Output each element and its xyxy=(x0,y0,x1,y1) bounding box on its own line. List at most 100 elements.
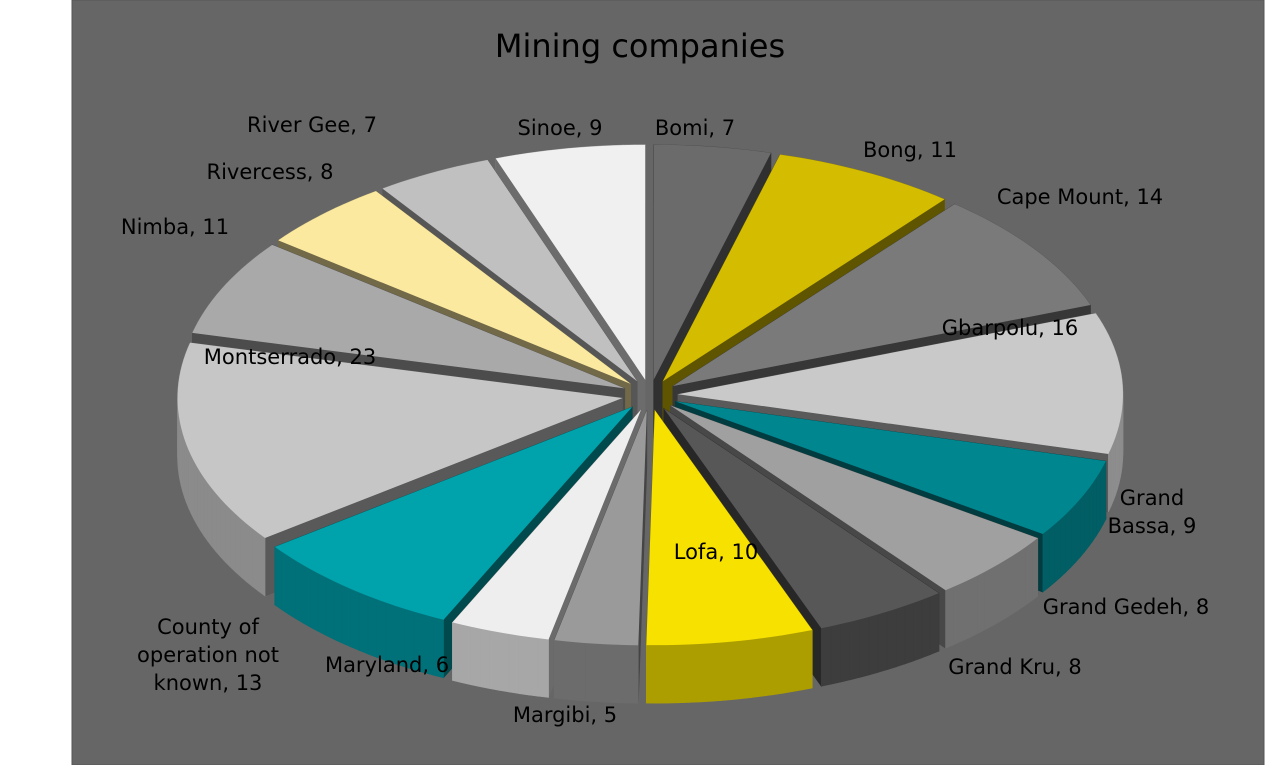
slice-side xyxy=(895,605,906,668)
slice-side xyxy=(252,528,260,592)
data-label: Rivercess, 8 xyxy=(206,160,334,184)
slice-side xyxy=(1075,498,1081,564)
data-label: Grand Kru, 8 xyxy=(948,655,1082,679)
slice-side xyxy=(730,640,742,701)
slice-side xyxy=(677,644,689,704)
slice-side xyxy=(452,622,462,684)
data-label: Margibi, 5 xyxy=(512,703,618,727)
data-label: Montserrado, 23 xyxy=(203,345,377,369)
slice xyxy=(662,154,945,382)
slice-side xyxy=(913,599,923,662)
slice-side xyxy=(193,460,198,527)
data-label: Nimba, 11 xyxy=(120,215,230,239)
slice-side xyxy=(945,586,954,649)
slice-side xyxy=(317,572,327,636)
slice-side xyxy=(998,559,1007,623)
data-label: Lofa, 10 xyxy=(673,540,759,564)
slice-side xyxy=(518,635,530,696)
slice-side xyxy=(207,482,213,548)
slice-side xyxy=(295,559,304,624)
slice xyxy=(553,410,648,704)
slice-side xyxy=(953,582,962,646)
slice-side xyxy=(309,568,319,632)
slice-side xyxy=(1096,471,1101,537)
slice-side xyxy=(886,608,897,671)
slice-side xyxy=(984,567,993,631)
slice-side xyxy=(358,592,369,655)
data-label: Grand Bassa, 9 xyxy=(1107,486,1197,538)
slice-side xyxy=(976,571,985,635)
slice xyxy=(452,409,642,640)
slice xyxy=(646,409,813,704)
slice-side xyxy=(489,630,500,691)
slice-side xyxy=(1059,513,1066,579)
slice-side xyxy=(930,592,940,655)
slice-side xyxy=(627,644,639,704)
slice-side xyxy=(225,503,231,568)
data-label: Gbarpolu, 16 xyxy=(941,316,1079,340)
slice-side xyxy=(274,546,282,611)
slice-side xyxy=(595,643,607,703)
slice xyxy=(672,204,1091,387)
slice-side xyxy=(1108,448,1112,513)
slice xyxy=(274,406,633,620)
slice-side xyxy=(470,626,481,688)
slice-side xyxy=(528,636,539,697)
slice-side xyxy=(616,644,629,704)
slice-side xyxy=(830,623,841,685)
slice-side xyxy=(461,624,472,686)
slice-side xyxy=(781,633,793,694)
data-label: County of operation not known, 13 xyxy=(137,615,279,695)
slice-side xyxy=(553,639,565,700)
slice-side xyxy=(196,465,201,532)
slice-side xyxy=(258,532,266,597)
slice-side xyxy=(235,513,242,578)
slice xyxy=(677,313,1123,455)
slice-side xyxy=(656,644,668,704)
slice-side xyxy=(606,644,618,704)
slice-side xyxy=(921,596,931,659)
slice-side xyxy=(751,637,763,698)
slice-side xyxy=(991,563,1000,627)
slice-side xyxy=(688,643,700,703)
slice-side xyxy=(281,550,289,615)
slice-side xyxy=(1065,508,1072,574)
slice-side xyxy=(215,492,221,558)
slice xyxy=(670,405,1038,591)
slice-side xyxy=(184,439,187,503)
slice-side xyxy=(499,632,510,693)
slice-side xyxy=(1054,518,1061,584)
slice-side xyxy=(367,595,378,658)
slice-side xyxy=(849,619,860,681)
slice-side xyxy=(200,471,205,537)
data-label: Bong, 11 xyxy=(863,138,957,162)
slice-side xyxy=(719,641,731,701)
slice xyxy=(495,144,646,380)
slice-side xyxy=(1042,528,1050,593)
slice-side xyxy=(220,498,226,563)
slice-side xyxy=(1070,503,1076,569)
slice-side xyxy=(1048,523,1055,588)
slice-side xyxy=(341,584,351,648)
slice-side xyxy=(1012,550,1020,615)
slice-side xyxy=(240,518,247,583)
slice-side xyxy=(969,575,978,639)
slice-side xyxy=(325,576,335,640)
chart-title: Mining companies xyxy=(495,27,785,65)
slice xyxy=(646,410,813,646)
slice-side xyxy=(840,621,851,683)
slice-side xyxy=(802,629,813,691)
slice-side xyxy=(791,631,803,693)
slice xyxy=(382,159,638,382)
slice-side xyxy=(480,628,491,689)
slice-side xyxy=(1025,542,1033,606)
slice-side xyxy=(585,642,597,703)
slice-side xyxy=(564,640,576,701)
slice-side xyxy=(820,625,832,687)
slice-side xyxy=(1005,555,1013,619)
slice xyxy=(663,408,939,629)
slice xyxy=(278,191,631,384)
slice-side xyxy=(350,588,360,651)
data-label: River Gee, 7 xyxy=(247,113,377,137)
